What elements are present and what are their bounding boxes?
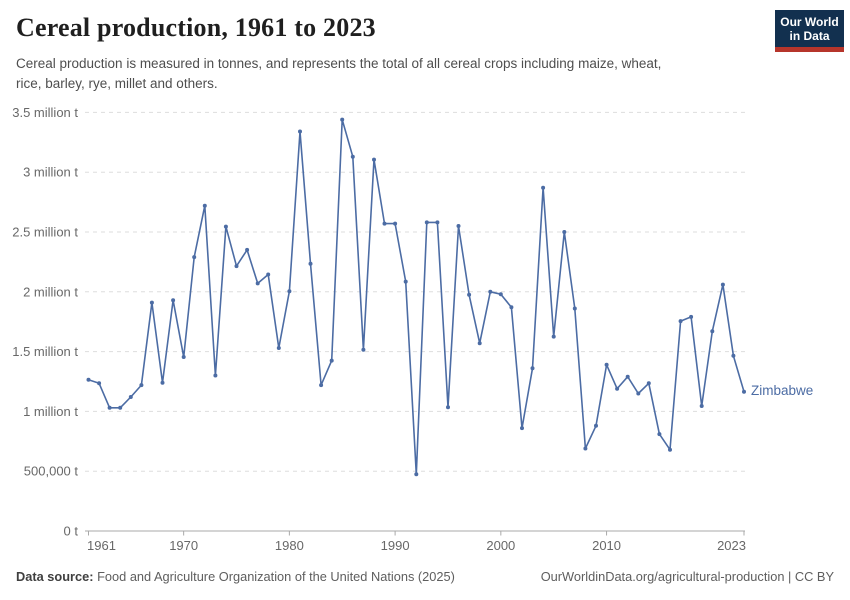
data-point-marker[interactable]	[477, 341, 482, 346]
x-tick-label: 1961	[87, 538, 116, 553]
data-point-marker[interactable]	[308, 261, 313, 266]
x-tick-label: 1980	[275, 538, 304, 553]
data-point-marker[interactable]	[234, 264, 239, 269]
owid-logo: Our World in Data	[775, 10, 844, 52]
x-tick-label: 1970	[169, 538, 198, 553]
data-point-marker[interactable]	[678, 319, 683, 324]
owid-logo-line-2: in Data	[789, 29, 830, 43]
data-point-marker[interactable]	[467, 292, 472, 297]
data-point-marker[interactable]	[223, 224, 228, 229]
data-point-marker[interactable]	[731, 353, 736, 358]
series-zimbabwe[interactable]	[86, 117, 747, 477]
x-tick-label: 1990	[381, 538, 410, 553]
data-point-marker[interactable]	[128, 395, 133, 399]
data-point-marker[interactable]	[266, 272, 271, 277]
y-tick-label: 3 million t	[23, 165, 78, 180]
data-point-marker[interactable]	[604, 362, 609, 367]
data-point-marker[interactable]	[245, 247, 250, 252]
data-point-marker[interactable]	[657, 432, 662, 437]
page-title: Cereal production, 1961 to 2023	[16, 13, 376, 42]
data-point-marker[interactable]	[583, 446, 588, 451]
data-point-marker[interactable]	[213, 373, 218, 378]
y-tick-label: 1.5 million t	[12, 344, 78, 359]
data-point-marker[interactable]	[668, 447, 672, 452]
data-point-marker[interactable]	[350, 154, 355, 159]
data-point-marker[interactable]	[625, 374, 630, 379]
owid-logo-line-1: Our World	[780, 15, 839, 29]
data-point-marker[interactable]	[403, 279, 408, 284]
data-point-marker[interactable]	[255, 281, 260, 286]
data-point-marker[interactable]	[86, 377, 91, 382]
x-tick-label: 2023	[717, 538, 746, 553]
data-point-marker[interactable]	[298, 129, 302, 134]
y-gridlines: 0 t 500,000 t 1 million t 1.5 million t 2 mi…	[12, 105, 745, 539]
y-tick-label: 2 million t	[23, 284, 78, 299]
data-point-marker[interactable]	[615, 386, 620, 391]
data-point-marker[interactable]	[276, 346, 281, 350]
y-tick-label: 3.5 million t	[12, 105, 78, 120]
x-tick-label: 2000	[486, 538, 515, 553]
series-label-zimbabwe: Zimbabwe	[751, 382, 814, 398]
y-tick-label: 500,000 t	[24, 464, 79, 479]
x-tick-label: 2010	[592, 538, 621, 553]
data-point-marker[interactable]	[319, 383, 324, 388]
data-point-marker[interactable]	[720, 282, 725, 287]
data-point-marker[interactable]	[699, 404, 704, 408]
data-point-marker[interactable]	[551, 334, 556, 339]
data-point-marker[interactable]	[456, 224, 461, 228]
data-point-marker[interactable]	[118, 405, 123, 410]
data-source-value: Food and Agriculture Organization of the…	[97, 569, 455, 584]
data-point-marker[interactable]	[372, 157, 376, 162]
data-point-marker[interactable]	[107, 405, 112, 410]
data-point-marker[interactable]	[340, 117, 345, 122]
subtitle-line-1: Cereal production is measured in tonnes,…	[16, 56, 662, 71]
data-point-marker[interactable]	[181, 355, 186, 359]
data-point-marker[interactable]	[435, 220, 440, 225]
data-point-marker[interactable]	[382, 221, 387, 226]
data-point-marker[interactable]	[287, 289, 292, 294]
data-point-marker[interactable]	[572, 306, 577, 311]
data-point-marker[interactable]	[488, 289, 493, 294]
data-source-label: Data source:	[16, 569, 94, 584]
data-point-marker[interactable]	[192, 255, 197, 260]
y-tick-label: 2.5 million t	[12, 225, 78, 240]
y-tick-label: 0 t	[64, 524, 79, 539]
data-point-marker[interactable]	[171, 298, 176, 303]
data-point-marker[interactable]	[446, 405, 450, 410]
data-point-marker[interactable]	[329, 358, 334, 363]
y-tick-label: 1 million t	[23, 404, 78, 419]
page-subtitle: Cereal production is measured in tonnes,…	[16, 54, 661, 94]
data-point-marker[interactable]	[149, 300, 154, 305]
data-point-marker[interactable]	[361, 347, 366, 352]
data-point-marker[interactable]	[562, 230, 567, 234]
data-point-marker[interactable]	[710, 329, 715, 334]
data-point-marker[interactable]	[414, 472, 419, 477]
data-point-marker[interactable]	[424, 220, 429, 225]
series-line[interactable]	[88, 118, 745, 475]
subtitle-line-2: rice, barley, rye, millet and others.	[16, 76, 218, 91]
data-point-marker[interactable]	[97, 381, 102, 386]
data-point-marker[interactable]	[541, 185, 546, 190]
data-point-marker[interactable]	[520, 426, 524, 431]
data-point-marker[interactable]	[160, 380, 165, 385]
data-point-marker[interactable]	[393, 221, 398, 226]
data-point-marker[interactable]	[530, 366, 535, 371]
attribution-link[interactable]: OurWorldinData.org/agricultural-producti…	[540, 569, 834, 584]
data-point-marker[interactable]	[202, 203, 207, 208]
data-point-marker[interactable]	[594, 423, 598, 428]
data-point-marker[interactable]	[498, 292, 503, 297]
data-point-marker[interactable]	[689, 314, 694, 319]
data-point-marker[interactable]	[509, 305, 514, 310]
data-point-marker[interactable]	[646, 381, 651, 386]
data-point-marker[interactable]	[139, 383, 144, 388]
data-point-marker[interactable]	[636, 391, 641, 396]
data-source-note: Data source: Food and Agriculture Organi…	[16, 569, 455, 584]
data-point-marker[interactable]	[742, 389, 746, 394]
x-axis: 1961 1970 1980 1990 2000 2010 2023	[87, 531, 746, 553]
